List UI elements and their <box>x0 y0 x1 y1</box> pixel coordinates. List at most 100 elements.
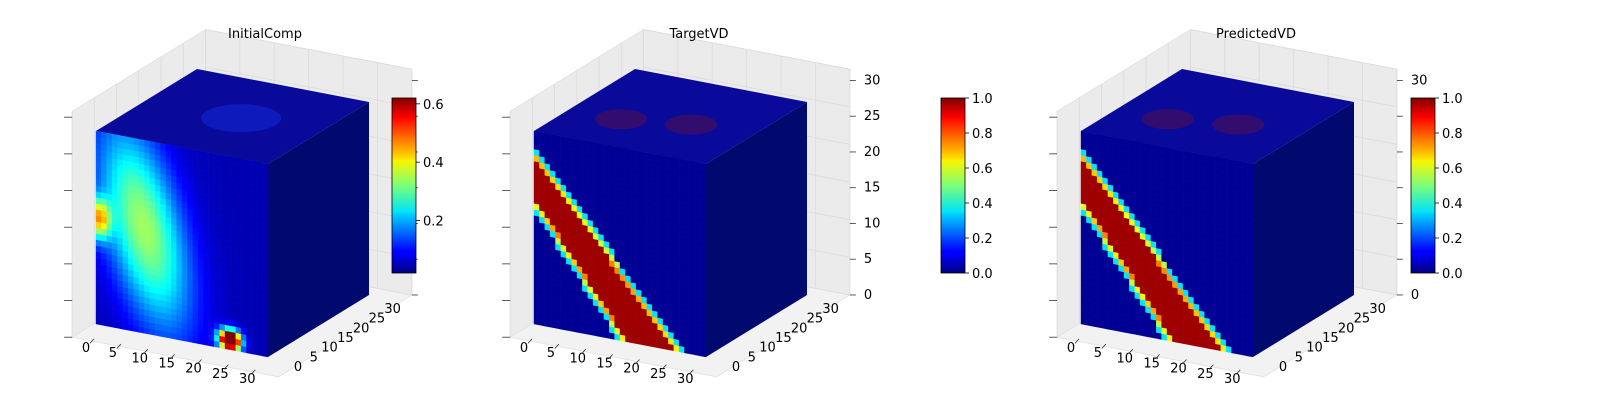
voxel <box>1247 283 1254 291</box>
voxel <box>533 287 540 296</box>
voxel <box>544 277 551 286</box>
voxel <box>138 139 145 147</box>
voxel <box>171 193 177 202</box>
voxel <box>1182 210 1189 219</box>
voxel <box>101 318 108 327</box>
x-tick-mark <box>608 354 613 360</box>
voxel <box>603 180 610 188</box>
voxel <box>695 270 701 278</box>
voxel <box>1107 238 1114 247</box>
voxel <box>662 185 669 194</box>
voxel <box>1204 341 1211 350</box>
voxel <box>1123 139 1130 147</box>
voxel <box>646 254 653 263</box>
voxel <box>533 305 540 314</box>
x-tick-mark <box>581 348 587 354</box>
voxel <box>165 276 172 285</box>
voxel <box>582 140 588 148</box>
colorbar-tick-label: 0.8 <box>1442 127 1463 142</box>
voxel <box>652 177 658 186</box>
voxel <box>214 213 220 222</box>
voxel <box>1242 234 1248 242</box>
voxel <box>700 325 707 334</box>
voxel <box>1123 247 1130 256</box>
voxel <box>555 303 562 312</box>
voxel <box>214 249 220 258</box>
voxel <box>1107 184 1114 192</box>
voxel <box>197 307 204 315</box>
voxel <box>262 265 269 273</box>
voxel <box>1172 299 1179 307</box>
voxel <box>1118 324 1125 333</box>
voxel <box>95 263 102 272</box>
colorbar-gradient <box>391 97 417 274</box>
voxel <box>1156 271 1162 280</box>
voxel <box>1086 204 1093 212</box>
voxel <box>571 228 578 237</box>
voxel <box>230 180 237 189</box>
voxel <box>106 253 113 262</box>
voxel <box>582 314 588 323</box>
voxel <box>1204 226 1211 235</box>
voxel <box>1107 141 1114 150</box>
voxel <box>95 305 102 314</box>
voxel <box>176 212 183 221</box>
voxel <box>1225 321 1232 330</box>
voxel <box>630 312 637 320</box>
voxel <box>1193 158 1200 167</box>
voxel <box>133 306 140 315</box>
voxel <box>1220 272 1227 280</box>
voxel <box>603 294 610 303</box>
voxel <box>251 335 258 344</box>
voxel <box>582 260 588 269</box>
top-face-blob <box>1141 109 1194 130</box>
voxel <box>657 226 664 235</box>
voxel <box>111 230 118 238</box>
voxel <box>235 193 242 202</box>
voxel <box>689 335 696 344</box>
voxel <box>111 248 118 257</box>
voxel <box>1123 301 1130 310</box>
voxel <box>1231 165 1238 174</box>
voxel <box>154 172 161 180</box>
voxel <box>133 174 140 182</box>
x-tick-label: 15 <box>1143 356 1160 371</box>
voxel <box>1091 138 1098 147</box>
voxel <box>646 182 653 191</box>
cube-front-face <box>1080 130 1254 358</box>
voxel <box>560 238 567 247</box>
voxel <box>176 152 183 160</box>
voxel <box>549 290 556 299</box>
voxel <box>662 221 669 230</box>
voxel <box>251 214 258 223</box>
voxel <box>203 151 210 159</box>
voxel <box>1172 160 1179 168</box>
voxel <box>1102 303 1109 312</box>
y-tick-label: 30 <box>822 302 839 317</box>
voxel <box>1193 182 1200 191</box>
voxel <box>1113 136 1119 145</box>
voxel <box>1091 295 1098 304</box>
voxel <box>1215 295 1222 303</box>
voxel <box>251 311 258 320</box>
voxel <box>1242 270 1248 278</box>
voxel <box>101 161 108 170</box>
voxel <box>1242 209 1248 218</box>
voxel <box>262 229 269 237</box>
voxel <box>122 280 129 289</box>
voxel <box>111 194 118 202</box>
voxel <box>1129 182 1136 190</box>
voxel <box>544 199 551 207</box>
voxel <box>208 152 215 160</box>
voxel <box>133 210 140 218</box>
y-tick-label: 0 <box>732 360 740 375</box>
x-tick-mark <box>250 369 256 375</box>
voxel <box>657 244 664 253</box>
voxel <box>176 230 183 239</box>
voxel <box>1086 161 1093 170</box>
voxel <box>614 188 621 197</box>
voxel <box>187 317 194 325</box>
voxel <box>208 218 215 227</box>
voxel <box>630 197 637 206</box>
voxel <box>111 151 118 160</box>
